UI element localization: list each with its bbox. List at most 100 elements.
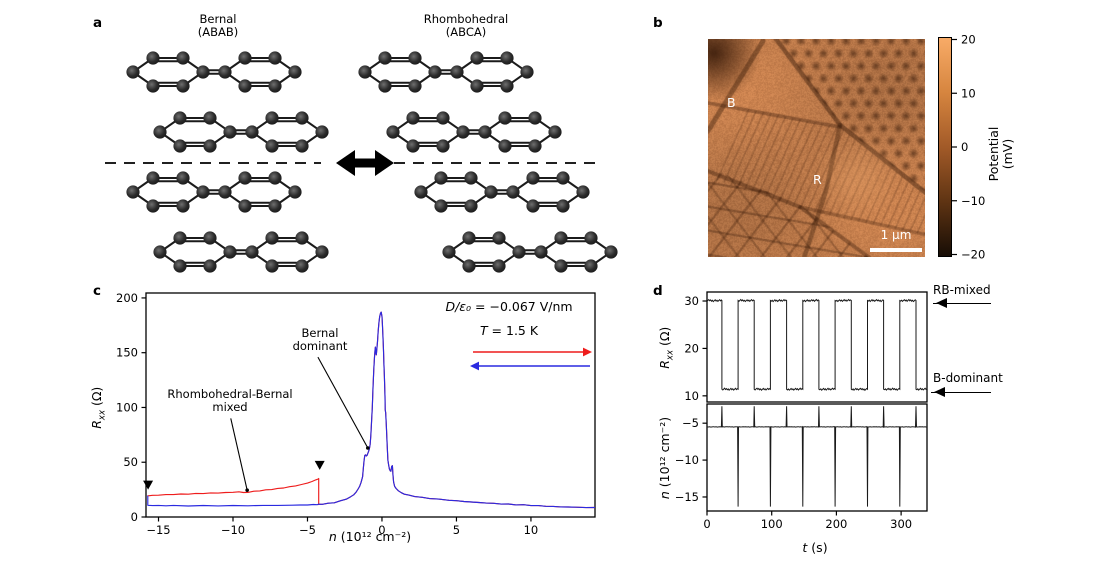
carbon-atom <box>173 259 187 273</box>
c-y-tick-label: 150 <box>116 346 138 360</box>
region-label-rhombohedral: R <box>813 172 822 187</box>
carbon-atom <box>604 245 618 259</box>
carbon-atom <box>442 245 456 259</box>
carbon-atom <box>245 125 259 139</box>
c-annotation-line-bernal <box>317 356 369 449</box>
carbon-atom <box>153 125 167 139</box>
carbon-atom <box>456 125 470 139</box>
c-y-axis-label: Rxx (Ω) <box>89 380 110 435</box>
scalebar-label: 1 µm <box>880 228 912 242</box>
carbon-atom <box>492 259 506 273</box>
colorbar-tick-label: −20 <box>961 248 985 262</box>
carbon-atom <box>470 51 484 65</box>
carbon-atom <box>288 65 302 79</box>
colorbar <box>938 37 952 257</box>
carbon-atom <box>436 111 450 125</box>
carbon-atom <box>173 111 187 125</box>
d-xlabel-var: t <box>802 540 808 555</box>
carbon-atom <box>126 65 140 79</box>
d-bottom-y-tick-label: −15 <box>675 490 699 504</box>
carbon-atom <box>288 185 302 199</box>
c-condition-displacement: D/ε₀ = −0.067 V/nm <box>424 300 594 314</box>
panel-c-label: c <box>93 283 102 299</box>
carbon-atom <box>450 65 464 79</box>
carbon-atom <box>462 259 476 273</box>
carbon-atom <box>434 171 448 185</box>
colorbar-tick-label: 20 <box>961 33 976 47</box>
d-top-y-tick-label: 30 <box>684 294 699 308</box>
c-x-tick-label: −5 <box>299 523 316 537</box>
c-x-tick-label: 0 <box>378 523 385 537</box>
c-condition-temperature: T = 1.5 K <box>424 324 594 338</box>
carbon-atom <box>295 139 309 153</box>
c-annotation-dot-bernal <box>366 446 370 450</box>
carbon-atom <box>464 171 478 185</box>
carbon-atom <box>428 65 442 79</box>
c-annotation-bernal-line2: dominant <box>292 339 348 353</box>
bernal-stack <box>126 51 329 273</box>
rb-mixed-arrow-icon <box>933 297 991 308</box>
bernal-title-line1: Bernal <box>199 12 237 26</box>
carbon-atom <box>176 51 190 65</box>
d-top-ylabel-rest: (Ω) <box>656 326 672 351</box>
c-x-tick-label: −10 <box>221 523 245 537</box>
carbon-atom <box>406 139 420 153</box>
carbon-atom <box>498 139 512 153</box>
carbon-atom <box>554 231 568 245</box>
carbon-atom <box>146 199 160 213</box>
carbon-atom <box>554 259 568 273</box>
b-dominant-arrow-icon <box>931 386 991 397</box>
carbon-atom <box>478 125 492 139</box>
d-top-y-axis-label: Rxx (Ω) <box>656 320 678 375</box>
carbon-atom <box>576 185 590 199</box>
c-annotation-mixed-line2: mixed <box>212 400 248 414</box>
carbon-atom <box>378 79 392 93</box>
c-annotation-mixed: Rhombohedral-Bernal mixed <box>155 388 305 414</box>
carbon-atom <box>484 185 498 199</box>
carbon-atom <box>526 199 540 213</box>
c-x-tick-label: 10 <box>524 523 539 537</box>
carbon-atom <box>176 79 190 93</box>
carbon-atom <box>556 171 570 185</box>
d-bottom-ylabel-rest: (10¹² cm⁻²) <box>657 416 672 492</box>
colorbar-tick-label: 10 <box>961 86 976 100</box>
switch-marker-triangle <box>143 480 154 490</box>
carbon-atom <box>295 259 309 273</box>
carbon-atom <box>218 65 232 79</box>
carbon-atom <box>556 199 570 213</box>
c-condition-d-var: D/ε₀ <box>445 299 472 314</box>
carbon-atom <box>153 245 167 259</box>
carbon-atom <box>173 139 187 153</box>
carbon-atom <box>408 51 422 65</box>
carbon-atom <box>584 231 598 245</box>
d-x-axis-label: t (s) <box>780 541 850 555</box>
carbon-atom <box>176 199 190 213</box>
double-arrow-icon <box>336 150 394 176</box>
scalebar <box>870 248 922 252</box>
carbon-atom <box>315 125 329 139</box>
carbon-atom <box>203 139 217 153</box>
panel-b-label: b <box>653 15 663 31</box>
carbon-atom <box>528 111 542 125</box>
carbon-atom <box>268 171 282 185</box>
d-bottom-y-axis-label: n (10¹² cm⁻²) <box>657 403 672 513</box>
c-xlabel-var: n <box>328 529 337 544</box>
carbon-atom <box>498 111 512 125</box>
legend-forward-arrow-head-icon <box>583 347 592 357</box>
d-x-tick-label: 0 <box>703 517 710 531</box>
carbon-atom <box>534 245 548 259</box>
carbon-atom <box>436 139 450 153</box>
carbon-atom <box>520 65 534 79</box>
carbon-atom <box>506 185 520 199</box>
c-y-tick-label: 100 <box>116 400 138 414</box>
c-x-tick-label: −15 <box>146 523 170 537</box>
d-top-y-tick-label: 10 <box>684 389 699 403</box>
rhombohedral-title-line2: (ABCA) <box>445 25 487 39</box>
carbon-atom <box>238 171 252 185</box>
carbon-atom <box>265 111 279 125</box>
carbon-atom <box>584 259 598 273</box>
switch-marker-triangle <box>314 460 325 470</box>
carbon-atom <box>223 245 237 259</box>
c-xlabel-rest: (10¹² cm⁻²) <box>336 529 412 544</box>
